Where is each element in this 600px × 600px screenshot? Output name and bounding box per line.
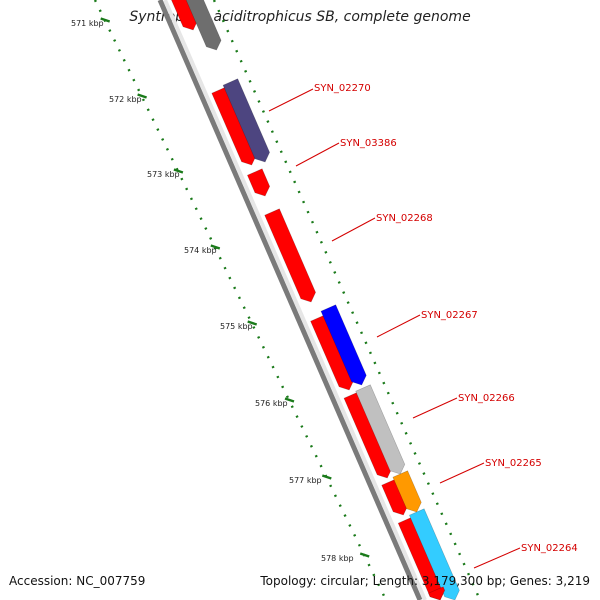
gene-label-syn-02268[interactable]: SYN_02268 [376, 213, 433, 224]
kbp-tick-mark [210, 244, 221, 250]
gene-arrow[interactable] [183, 0, 222, 51]
kbp-label: 572 kbp [109, 95, 142, 104]
gene-label-leader [439, 462, 485, 484]
gene-label-leader [331, 217, 376, 242]
backbone-dark-line [157, 0, 423, 600]
gene-label-syn-02266[interactable]: SYN_02266 [458, 393, 515, 404]
backbone-light-line [163, 0, 427, 600]
gene-arrow[interactable] [222, 78, 270, 163]
kbp-tick-mark [359, 552, 370, 558]
kbp-tick-mark [247, 320, 258, 326]
gene-arrow[interactable] [392, 470, 422, 513]
kbp-tick-mark [284, 397, 295, 403]
kbp-tick-mark [100, 17, 111, 23]
kbp-tick-mark [137, 93, 147, 99]
gene-arrow[interactable] [409, 508, 460, 600]
gene-label-leader [376, 314, 421, 338]
gene-label-leader [295, 142, 340, 167]
accession-text: Accession: NC_007759 [9, 574, 146, 588]
gene-label-leader [473, 547, 521, 569]
gene-arrow[interactable] [428, 586, 446, 600]
gene-features [171, 0, 460, 600]
kbp-label: 573 kbp [147, 170, 180, 179]
gene-arrow[interactable] [320, 304, 367, 386]
gene-label-leader [268, 88, 314, 112]
kbp-label: 575 kbp [220, 322, 253, 331]
gene-label-leader [412, 397, 458, 419]
inner-scale-ring [93, 0, 388, 600]
gene-label-syn-02270[interactable]: SYN_02270 [314, 83, 371, 94]
kbp-label: 578 kbp [321, 554, 354, 563]
gene-label-syn-02265[interactable]: SYN_02265 [485, 458, 542, 469]
kbp-tick-mark [321, 474, 332, 480]
gene-arrow[interactable] [247, 168, 271, 197]
topology-summary: Topology: circular; Length: 3,179,300 bp… [260, 574, 590, 588]
gene-label-syn-03386[interactable]: SYN_03386 [340, 138, 397, 149]
kbp-label: 571 kbp [71, 19, 104, 28]
kbp-ticks [100, 17, 370, 558]
kbp-label: 577 kbp [289, 476, 322, 485]
gene-label-syn-02264[interactable]: SYN_02264 [521, 543, 578, 554]
kbp-tick-mark [173, 168, 184, 174]
kbp-label: 576 kbp [255, 399, 288, 408]
gene-arrow[interactable] [264, 208, 316, 303]
gene-arrow[interactable] [355, 384, 406, 475]
kbp-label: 574 kbp [184, 246, 217, 255]
map-title: Syntrophus aciditrophicus SB, complete g… [129, 9, 471, 25]
gene-label-syn-02267[interactable]: SYN_02267 [421, 310, 478, 321]
